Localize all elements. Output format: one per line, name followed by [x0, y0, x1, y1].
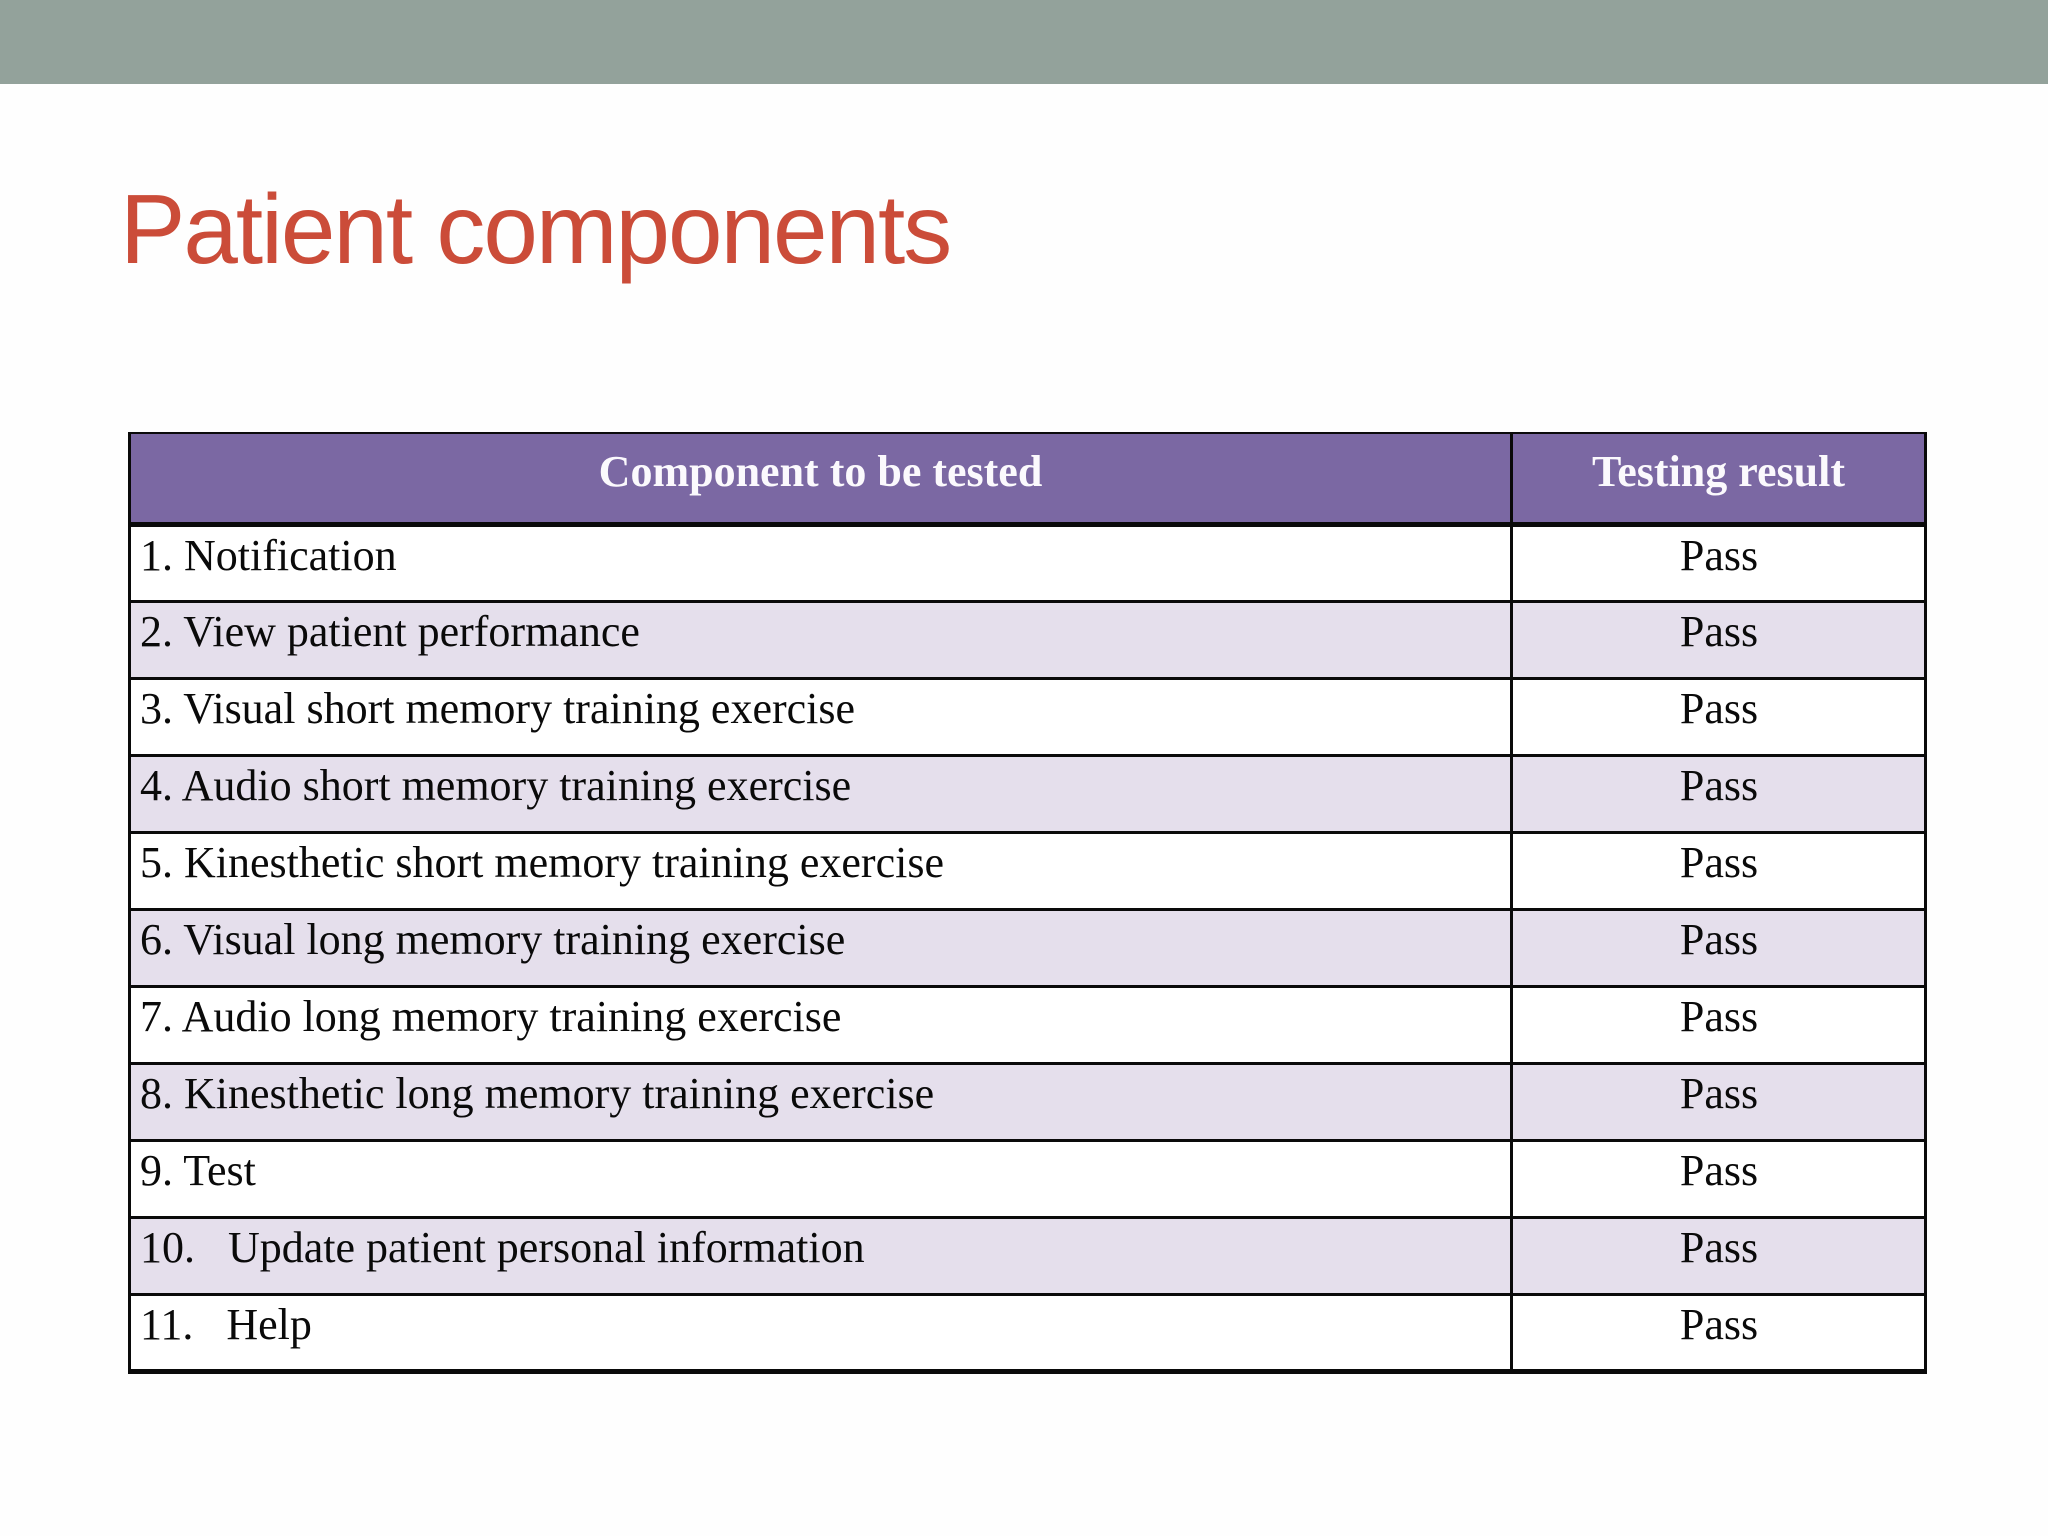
result-cell: Pass	[1510, 754, 1927, 834]
table-row: 3. Visual short memory training exercise…	[128, 677, 1927, 757]
component-cell: 4. Audio short memory training exercise	[128, 754, 1513, 834]
column-header-component: Component to be tested	[128, 432, 1513, 527]
table-row: 10. Update patient personal information …	[128, 1216, 1927, 1296]
table-row: 2. View patient performance Pass	[128, 600, 1927, 680]
component-cell: 3. Visual short memory training exercise	[128, 677, 1513, 757]
result-cell: Pass	[1510, 1293, 1927, 1374]
result-cell: Pass	[1510, 677, 1927, 757]
table-row: 7. Audio long memory training exercise P…	[128, 985, 1927, 1065]
component-cell: 5. Kinesthetic short memory training exe…	[128, 831, 1513, 911]
table-row: 6. Visual long memory training exercise …	[128, 908, 1927, 988]
table-row: 4. Audio short memory training exercise …	[128, 754, 1927, 834]
component-cell: 9. Test	[128, 1139, 1513, 1219]
result-cell: Pass	[1510, 1062, 1927, 1142]
component-cell: 11. Help	[128, 1293, 1513, 1374]
table-row: 1. Notification Pass	[128, 523, 1927, 603]
table-row: 8. Kinesthetic long memory training exer…	[128, 1062, 1927, 1142]
component-cell: 7. Audio long memory training exercise	[128, 985, 1513, 1065]
table-row: 11. Help Pass	[128, 1293, 1927, 1374]
result-cell: Pass	[1510, 1216, 1927, 1296]
component-cell: 2. View patient performance	[128, 600, 1513, 680]
result-cell: Pass	[1510, 600, 1927, 680]
column-header-result: Testing result	[1510, 432, 1927, 527]
component-cell: 10. Update patient personal information	[128, 1216, 1513, 1296]
result-cell: Pass	[1510, 1139, 1927, 1219]
component-cell: 6. Visual long memory training exercise	[128, 908, 1513, 988]
page-title: Patient components	[120, 174, 952, 284]
result-cell: Pass	[1510, 985, 1927, 1065]
component-cell: 8. Kinesthetic long memory training exer…	[128, 1062, 1513, 1142]
table-row: 9. Test Pass	[128, 1139, 1927, 1219]
table-row: 5. Kinesthetic short memory training exe…	[128, 831, 1927, 911]
table-header-row: Component to be tested Testing result	[128, 432, 1927, 527]
component-cell: 1. Notification	[128, 523, 1513, 603]
result-cell: Pass	[1510, 908, 1927, 988]
result-cell: Pass	[1510, 831, 1927, 911]
result-cell: Pass	[1510, 523, 1927, 603]
top-accent-bar	[0, 0, 2048, 84]
testing-results-table: Component to be tested Testing result 1.…	[128, 432, 1927, 1374]
